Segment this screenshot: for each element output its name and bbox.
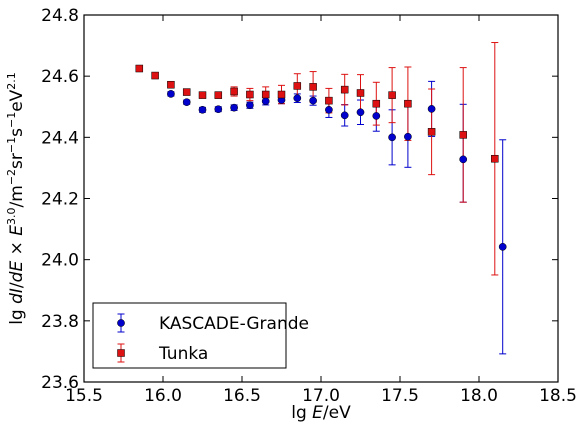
y-tick-label: 24.8 xyxy=(41,6,79,26)
legend-box xyxy=(92,302,287,369)
kascade-grande-point xyxy=(167,90,175,98)
plot-frame xyxy=(83,14,559,383)
kascade-grande-point xyxy=(404,132,412,141)
kascade-grande-point xyxy=(427,105,436,113)
legend-marker xyxy=(117,319,125,327)
kascade-grande-point xyxy=(182,98,191,107)
tunka-point xyxy=(246,90,254,99)
tunka-point xyxy=(372,99,381,108)
tunka-point xyxy=(340,85,349,94)
y-tick-label: 23.6 xyxy=(41,373,79,393)
tunka-point xyxy=(277,90,286,99)
tunka-point xyxy=(491,154,499,163)
x-tick-label: 18.0 xyxy=(460,386,498,406)
kascade-grande-point xyxy=(388,133,396,142)
tunka-point xyxy=(198,91,207,99)
y-tick-label: 24.2 xyxy=(41,190,79,210)
tunka-point xyxy=(261,90,270,99)
kascade-grande-point xyxy=(498,242,507,251)
legend-label: Tunka xyxy=(158,344,208,364)
tunka-point xyxy=(388,91,396,99)
x-tick-label: 17.0 xyxy=(302,386,340,406)
tunka-point xyxy=(356,89,365,97)
x-tick-label: 16.0 xyxy=(144,386,182,406)
kascade-grande-point xyxy=(246,101,254,110)
x-tick-label: 18.5 xyxy=(539,386,577,406)
tunka-point xyxy=(325,96,333,105)
tunka-point xyxy=(309,83,317,91)
legend-label: KASCADE-Grande xyxy=(159,314,309,334)
kascade-grande-point xyxy=(214,105,223,114)
kascade-grande-point xyxy=(293,94,302,103)
tunka-point xyxy=(214,91,223,99)
x-axis-title: lg E/eV xyxy=(291,403,351,423)
x-tick-label: 15.5 xyxy=(65,386,103,406)
kascade-grande-point xyxy=(261,97,270,106)
kascade-grande-point xyxy=(325,105,333,114)
kascade-grande-point xyxy=(198,105,207,114)
legend-entry-tunka: Tunka xyxy=(117,343,208,364)
y-tick-label: 24.6 xyxy=(41,67,79,87)
legend-entry-kascade-grande: KASCADE-Grande xyxy=(117,313,309,334)
tunka-point xyxy=(230,87,238,96)
kascade-grande-point xyxy=(340,111,349,120)
kascade-grande-point xyxy=(230,103,238,112)
kascade-grande-point xyxy=(309,96,317,105)
kascade-grande-point xyxy=(372,112,381,120)
x-tick-label: 16.5 xyxy=(223,386,261,406)
tunka-point xyxy=(293,82,302,90)
y-tick-label: 24.4 xyxy=(41,128,79,148)
legend-marker xyxy=(117,349,125,357)
tunka-point xyxy=(459,131,467,139)
tunka-point xyxy=(427,128,436,136)
tunka-point xyxy=(182,88,191,96)
y-axis-title: lg dI/dE × E3.0/m−2sr−1s−1eV2.1 xyxy=(5,72,27,325)
tunka-point xyxy=(404,99,412,108)
kascade-grande-point xyxy=(356,108,365,117)
tunka-point xyxy=(167,80,175,89)
legend: KASCADE-Grande Tunka xyxy=(92,302,309,369)
y-tick-label: 24.0 xyxy=(41,251,79,271)
tunka-point xyxy=(135,64,144,73)
tunka-point xyxy=(151,71,159,80)
kascade-grande-point xyxy=(459,155,468,164)
y-tick-label: 23.8 xyxy=(41,312,79,332)
axis-ticks: 15.5 16.0 16.5 17.0 17.5 18.0 18.5 23.6 23.8 24.0… xyxy=(41,6,577,406)
x-tick-label: 17.5 xyxy=(381,386,419,406)
data-points xyxy=(135,64,507,251)
